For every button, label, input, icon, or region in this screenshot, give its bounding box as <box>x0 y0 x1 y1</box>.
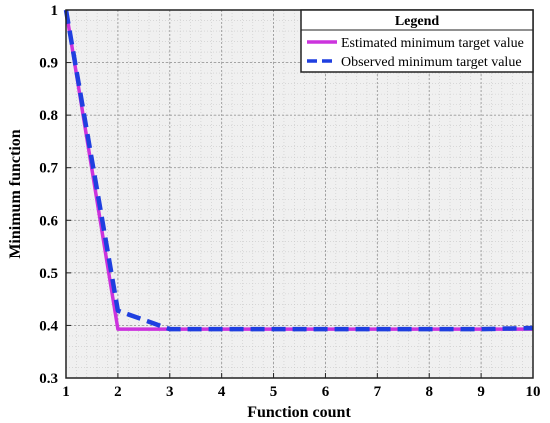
legend-entry-estimated: Estimated minimum target value <box>341 36 524 51</box>
x-tick-label: 4 <box>218 384 226 400</box>
plot-frame <box>65 9 534 379</box>
y-tick-label: 0.7 <box>39 161 58 177</box>
y-tick-label: 0.8 <box>39 108 58 124</box>
y-tick-label: 0.6 <box>39 213 58 229</box>
x-tick-label: 2 <box>114 384 122 400</box>
x-tick-label: 1 <box>62 384 70 400</box>
series-layer <box>63 9 534 332</box>
y-tick-label: 0.9 <box>39 56 58 72</box>
x-tick-label: 9 <box>477 384 485 400</box>
y-tick-label: 0.3 <box>39 371 58 387</box>
x-tick-label: 5 <box>270 384 278 400</box>
y-axis-ticks: 0.3 0.4 0.5 0.6 0.7 0.8 0.9 1 <box>39 3 71 387</box>
legend-title: Legend <box>395 14 440 29</box>
legend-entry-observed: Observed minimum target value <box>341 55 522 70</box>
y-axis-label: Minimum function <box>7 129 24 258</box>
x-tick-label: 7 <box>374 384 382 400</box>
x-tick-label: 6 <box>322 384 330 400</box>
legend: Legend Estimated minimum target value Ob… <box>300 9 534 73</box>
x-tick-label: 8 <box>425 384 433 400</box>
x-tick-label: 10 <box>526 384 541 400</box>
y-tick-label: 0.5 <box>39 266 58 282</box>
y-tick-label: 0.4 <box>39 318 58 334</box>
x-axis-label: Function count <box>247 404 351 421</box>
y-tick-label: 1 <box>51 3 59 19</box>
series-line-observed <box>63 9 534 332</box>
legend-box <box>300 9 534 73</box>
x-tick-label: 3 <box>166 384 174 400</box>
x-axis-ticks: 1 2 3 4 5 6 7 8 9 10 <box>62 373 541 400</box>
